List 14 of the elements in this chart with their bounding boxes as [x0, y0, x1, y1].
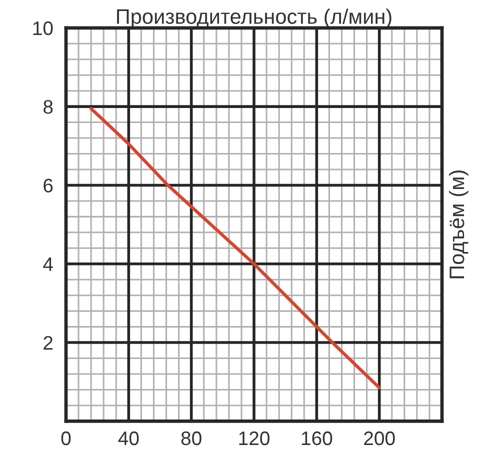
- x-tick-label: 80: [181, 431, 202, 446]
- y-tick-label: 4: [43, 258, 53, 271]
- x-tick-label: 0: [61, 431, 71, 446]
- y-tick-label: 8: [44, 100, 53, 114]
- x-tick-label: 160: [302, 431, 332, 446]
- x-tick-label: 120: [239, 431, 270, 446]
- x-tick-label: 200: [364, 431, 395, 446]
- line-series: [89, 106, 381, 390]
- x-axis-title: Производительность (л/мин): [117, 8, 392, 28]
- y-axis-title: Подъём (м): [448, 170, 468, 278]
- x-tick-label: 40: [118, 431, 139, 446]
- y-tick-label: 10: [33, 21, 53, 36]
- y-tick-label: 6: [44, 178, 53, 192]
- y-tick-label: 2: [44, 336, 53, 350]
